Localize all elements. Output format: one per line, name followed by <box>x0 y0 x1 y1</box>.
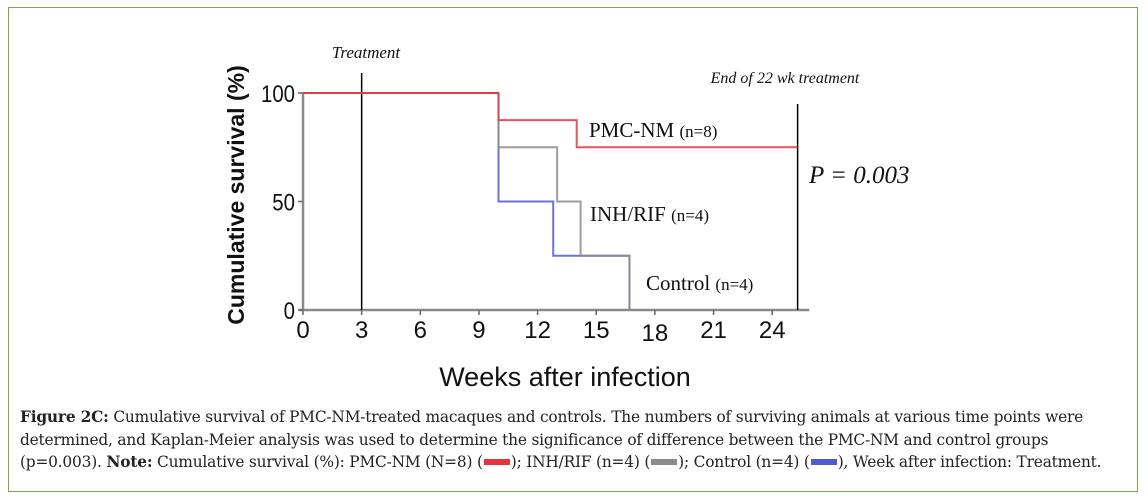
end-treatment-annotation: End of 22 wk treatment <box>710 70 860 87</box>
treatment-annotation: Treatment <box>332 43 402 62</box>
figure-caption: Figure 2C: Cumulative survival of PMC-NM… <box>20 406 1130 474</box>
y-tick-label: 0 <box>284 297 295 324</box>
x-tick-label: 9 <box>472 317 485 344</box>
figure-frame <box>8 7 1138 492</box>
p-value-annotation: P = 0.003 <box>808 162 909 189</box>
x-tick-label: 21 <box>700 317 727 344</box>
y-axis-title: Cumulative survival (%) <box>223 65 249 324</box>
figure-label: Figure 2C: <box>20 408 109 426</box>
x-tick-label: 18 <box>642 320 669 347</box>
x-tick-label: 6 <box>414 317 427 344</box>
note-label: Note: <box>106 453 153 471</box>
inh-rif-label: INH/RIF (n=4) <box>590 202 709 226</box>
y-tick-label: 100 <box>261 80 295 107</box>
x-tick-label: 24 <box>759 317 786 344</box>
x-tick-label: 15 <box>583 317 610 344</box>
pmc-nm-label-n: (n=8) <box>679 122 717 141</box>
inh-swatch <box>651 458 678 465</box>
y-tick-label: 50 <box>272 189 295 216</box>
caption-text-2: Cumulative survival (%): PMC-NM (N=8) ( <box>152 453 483 471</box>
control-swatch <box>810 458 837 465</box>
inh-rif-label-n: (n=4) <box>671 206 709 225</box>
pmc-nm-label: PMC-NM (n=8) <box>589 118 717 142</box>
x-tick-label: 12 <box>524 317 551 344</box>
survival-chart: 0 50 100 0 3 6 9 12 15 18 21 24 Weeks after infectio… <box>223 43 909 392</box>
survival-curve-inh-rif <box>303 92 631 310</box>
caption-text-3: ); INH/RIF (n=4) ( <box>510 453 651 471</box>
pmc-swatch <box>483 458 510 465</box>
caption-text-5: ), Week after infection: Treatment. <box>837 453 1102 471</box>
caption-text-1: Cumulative survival of PMC-NM-treated ma… <box>20 408 1084 471</box>
x-axis-title: Weeks after infection <box>439 362 691 392</box>
control-label-n: (n=4) <box>715 275 753 294</box>
control-label: Control (n=4) <box>646 271 753 295</box>
caption-text-4: ); Control (n=4) ( <box>678 453 810 471</box>
x-tick-label: 0 <box>296 317 309 344</box>
x-tick-label: 3 <box>355 317 368 344</box>
survival-curve-pmc-nm <box>303 92 798 149</box>
